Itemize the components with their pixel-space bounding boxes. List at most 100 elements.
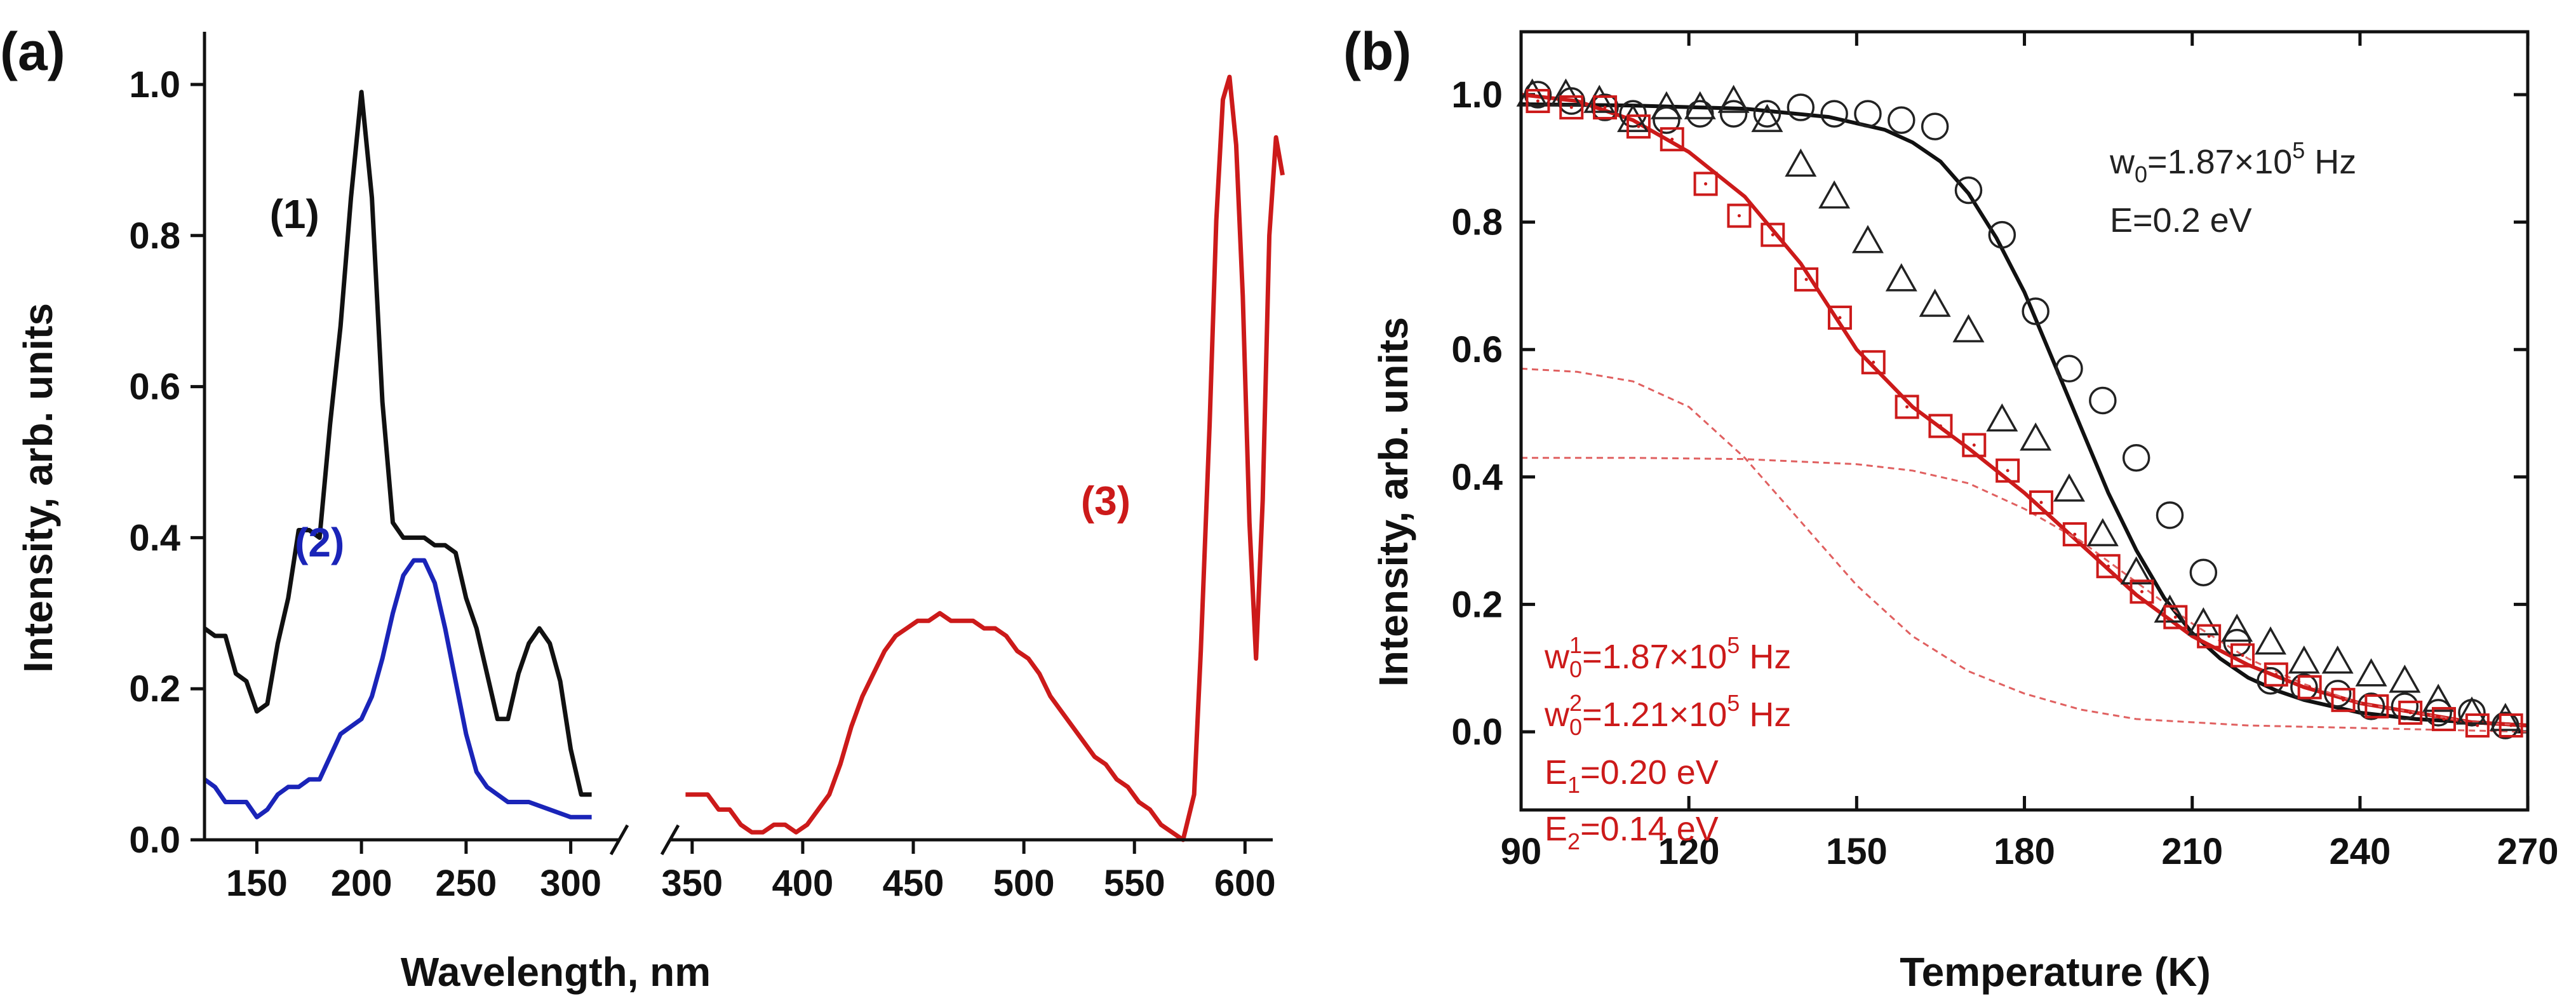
panel-a-ticks: 0.0 0.2 0.4 0.6 0.8 1.0 150 200 250 300 350 400 450 5…	[129, 64, 1275, 904]
panel-b-circle-marker	[1653, 106, 1680, 134]
annotation-e1-red: E1=0.20 eV	[1545, 753, 1719, 798]
panel-b-component-1-curve	[1520, 367, 2528, 733]
panel-b-triangle-marker	[1550, 78, 1582, 107]
panel-b-plot-frame	[1519, 30, 2530, 812]
panel-b-square-marker	[1996, 458, 2020, 483]
panel-b-square-marker	[1526, 89, 1550, 114]
annotation-w01-red: w01=1.87×105 Hz	[1544, 632, 1791, 682]
panel-b-square-marker	[1827, 306, 1852, 330]
panel-b-circle-marker	[2156, 501, 2184, 529]
panel-b-circle-marker	[1591, 93, 1619, 121]
panel-b-square-marker	[2398, 700, 2423, 725]
panel-b-circle-marker	[2323, 680, 2352, 708]
panel-b-triangle-marker	[2187, 607, 2220, 636]
panel-b-square-marker-dot	[2173, 615, 2177, 619]
panel-b-circle-marker	[2424, 699, 2452, 727]
panel-a-x-tick-label: 500	[993, 863, 1055, 904]
panel-b-square-marker	[1861, 350, 1886, 375]
panel-a-x-tick-label: 250	[435, 863, 497, 904]
panel-b-square-marker	[1962, 433, 1987, 457]
panel-b-circle-marker	[1619, 100, 1647, 128]
panel-b-triangle-marker	[2154, 594, 2186, 623]
panel-a-series: (1) (2) (3)	[203, 74, 1285, 842]
panel-b-square-marker-dot	[1704, 182, 1708, 185]
panel-b-square-marker-dot	[1670, 137, 1674, 141]
panel-b-square-marker	[2331, 687, 2356, 712]
panel-b-x-tick-label: 120	[1658, 831, 1720, 872]
panel-b-x-tick-label: 150	[1826, 831, 1888, 872]
panel-b-square-marker	[2029, 490, 2053, 515]
panel-b-triangle-marker	[2456, 696, 2488, 725]
panel-b-square-marker	[2230, 643, 2255, 668]
panel-a-y-tick-label: 0.4	[129, 517, 180, 558]
panel-b-square-marker-dot	[1637, 125, 1640, 128]
panel-b-circle-marker	[1954, 176, 1983, 205]
panel-b-triangle-marker	[1583, 84, 1616, 113]
panel-b-square-marker	[2431, 706, 2456, 731]
panel-b-square-marker-dot	[1804, 278, 1808, 281]
panel-b-triangle-marker	[2120, 556, 2152, 584]
panel-a-x-tick-label: 350	[661, 863, 723, 904]
panel-b-fit-red-curve	[1520, 93, 2528, 727]
panel-b-square-marker	[1559, 95, 1584, 120]
panel-b-circle-marker	[2022, 297, 2049, 325]
panel-b-circle-marker	[1686, 100, 1714, 128]
panel-b-triangle-marker	[1818, 180, 1851, 209]
panel-b-square-marker-dot	[1905, 405, 1909, 408]
panel-b-square-marker-dot	[2107, 564, 2110, 568]
panel-b-circle-marker	[1888, 106, 1915, 134]
panel-b-triangle-marker	[1986, 403, 2018, 432]
panel-b-triangle-marker	[1785, 148, 1817, 177]
panel-b-y-tick-label: 0.6	[1451, 329, 1503, 370]
panel-b-circle-marker	[2122, 443, 2150, 472]
panel-b-triangle-marker	[2389, 664, 2421, 693]
panel-a-label: (a)	[0, 22, 65, 81]
panel-b-y-tick-label: 0.0	[1451, 711, 1503, 753]
panel-b-x-tick-label: 240	[2330, 831, 2391, 872]
panel-b-circle-marker	[1557, 87, 1586, 115]
panel-a-y-tick-label: 0.6	[129, 367, 180, 408]
panel-b-square-marker-dot	[2341, 698, 2345, 702]
panel-a: (a) Intensity, arb. units Wavelength, nm…	[0, 22, 1285, 995]
panel-b-square-marker-dot	[2509, 724, 2513, 727]
panel-b-circle-marker	[2357, 692, 2385, 720]
panel-b-square-marker-dot	[2140, 590, 2143, 593]
panel-b-circle-marker	[2055, 354, 2083, 383]
panel-b-square-marker-dot	[2241, 654, 2244, 657]
panel-b-triangle-marker	[1851, 225, 1884, 253]
panel-b-triangle-marker	[1617, 104, 1649, 132]
panel-b-square-marker-dot	[2408, 711, 2412, 715]
panel-b-label: (b)	[1343, 22, 1411, 81]
panel-b-circle-marker	[2189, 558, 2218, 586]
panel-b-square-marker-dot	[1603, 105, 1607, 109]
panel-b-x-axis-title: Temperature (K)	[1900, 949, 2211, 995]
panel-b-triangle-marker	[2489, 703, 2521, 731]
panel-b-circle-marker	[1753, 100, 1781, 128]
panel-b-square-marker	[2130, 579, 2154, 604]
panel-a-series-line-1	[203, 90, 592, 797]
panel-b-triangle-marker	[1650, 91, 1682, 119]
annotation-e2-red: E2=0.14 eV	[1545, 810, 1719, 854]
panel-a-x-tick-label: 200	[331, 863, 392, 904]
panel-a-series-line-3	[685, 74, 1285, 842]
panel-b-circle-marker	[1719, 100, 1748, 128]
panel-a-y-tick-label: 0.0	[129, 819, 180, 861]
panel-b-square-marker	[2163, 605, 2188, 630]
panel-b-circle-marker	[2290, 673, 2318, 701]
panel-b-square-marker	[1660, 127, 1684, 152]
panel-b-square-marker	[1761, 222, 1785, 247]
panel-b-circle-marker	[1988, 220, 2016, 249]
panel-b-y-tick-label: 0.2	[1451, 584, 1503, 625]
panel-b-square-marker	[2062, 522, 2087, 547]
panel-b-triangle-marker	[2255, 626, 2287, 655]
panel-b-square-marker-dot	[2274, 673, 2278, 677]
panel-b-square-marker-dot	[1838, 316, 1842, 320]
panel-b-circle-marker	[2257, 667, 2284, 695]
panel-b-circle-marker	[1787, 93, 1815, 121]
panel-b-square-marker-dot	[1872, 360, 1875, 364]
panel-b-square-marker	[1895, 394, 1919, 419]
panel-b-square-marker-dot	[2308, 685, 2312, 689]
panel-b-square-marker-dot	[2039, 501, 2043, 504]
panel-b-triangle-marker	[1516, 78, 1548, 107]
